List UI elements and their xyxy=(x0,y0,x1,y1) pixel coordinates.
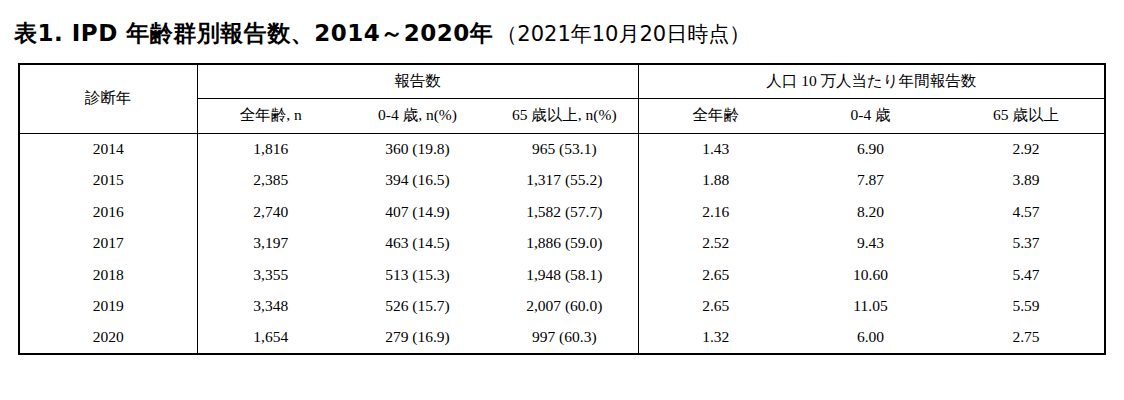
data-cell: 513 (15.3) xyxy=(344,259,491,291)
data-cell: 1.43 xyxy=(638,133,793,165)
table-row-2020: 2020 1,654 279 (16.9) 997 (60.3) 1.32 6.… xyxy=(19,322,1105,354)
data-cell: 3,348 xyxy=(197,291,344,323)
data-cell: 5.37 xyxy=(948,228,1105,260)
subheader-rate-0-4: 0-4 歳 xyxy=(793,98,948,133)
table-row-2015: 2015 2,385 394 (16.5) 1,317 (55.2) 1.88 … xyxy=(19,165,1105,197)
table-row-2019: 2019 3,348 526 (15.7) 2,007 (60.0) 2.65 … xyxy=(19,291,1105,323)
data-cell: 463 (14.5) xyxy=(344,228,491,260)
data-cell: 1,654 xyxy=(197,322,344,354)
data-cell: 279 (16.9) xyxy=(344,322,491,354)
data-cell: 8.20 xyxy=(793,196,948,228)
subheader-rate-65plus: 65 歳以上 xyxy=(948,98,1105,133)
data-cell: 2.65 xyxy=(638,259,793,291)
year-cell: 2015 xyxy=(19,165,197,197)
subheader-age-0-4-n: 0-4 歳, n(%) xyxy=(344,98,491,133)
header-group-reported-cases: 報告数 xyxy=(197,64,638,98)
data-cell: 3.89 xyxy=(948,165,1105,197)
data-cell: 5.47 xyxy=(948,259,1105,291)
data-cell: 1,886 (59.0) xyxy=(491,228,638,260)
table-row-2017: 2017 3,197 463 (14.5) 1,886 (59.0) 2.52 … xyxy=(19,228,1105,260)
data-cell: 6.00 xyxy=(793,322,948,354)
data-cell: 1.32 xyxy=(638,322,793,354)
header-diagnosis-year: 診断年 xyxy=(19,64,197,133)
year-cell: 2016 xyxy=(19,196,197,228)
table-row-2016: 2016 2,740 407 (14.9) 1,582 (57.7) 2.16 … xyxy=(19,196,1105,228)
ipd-report-table: 診断年 報告数 人口 10 万人当たり年間報告数 全年齢, n 0-4 歳, n… xyxy=(18,63,1106,355)
year-cell: 2017 xyxy=(19,228,197,260)
year-cell: 2019 xyxy=(19,291,197,323)
data-cell: 2.52 xyxy=(638,228,793,260)
year-cell: 2020 xyxy=(19,322,197,354)
data-cell: 1,582 (57.7) xyxy=(491,196,638,228)
data-cell: 407 (14.9) xyxy=(344,196,491,228)
data-cell: 2.92 xyxy=(948,133,1105,165)
data-cell: 394 (16.5) xyxy=(344,165,491,197)
year-cell: 2018 xyxy=(19,259,197,291)
data-cell: 11.05 xyxy=(793,291,948,323)
data-cell: 4.57 xyxy=(948,196,1105,228)
table-title: 表1. IPD 年齢群別報告数、2014～2020年（2021年10月20日時点… xyxy=(14,17,750,52)
table-row-2018: 2018 3,355 513 (15.3) 1,948 (58.1) 2.65 … xyxy=(19,259,1105,291)
data-cell: 2.65 xyxy=(638,291,793,323)
table-title-main: 表1. IPD 年齢群別報告数、2014～2020年 xyxy=(14,20,493,46)
data-cell: 360 (19.8) xyxy=(344,133,491,165)
data-cell: 5.59 xyxy=(948,291,1105,323)
data-cell: 3,197 xyxy=(197,228,344,260)
data-cell: 10.60 xyxy=(793,259,948,291)
data-cell: 1,317 (55.2) xyxy=(491,165,638,197)
data-cell: 965 (53.1) xyxy=(491,133,638,165)
header-group-row: 診断年 報告数 人口 10 万人当たり年間報告数 xyxy=(19,64,1105,98)
subheader-all-ages-n: 全年齢, n xyxy=(197,98,344,133)
data-cell: 6.90 xyxy=(793,133,948,165)
table-title-date-note: （2021年10月20日時点） xyxy=(496,22,750,46)
data-cell: 2.75 xyxy=(948,322,1105,354)
report-page: 表1. IPD 年齢群別報告数、2014～2020年（2021年10月20日時点… xyxy=(0,0,1124,400)
header-group-rate-per-100k: 人口 10 万人当たり年間報告数 xyxy=(638,64,1105,98)
data-cell: 9.43 xyxy=(793,228,948,260)
data-cell: 1,948 (58.1) xyxy=(491,259,638,291)
data-cell: 2.16 xyxy=(638,196,793,228)
data-cell: 2,740 xyxy=(197,196,344,228)
year-cell: 2014 xyxy=(19,133,197,165)
data-cell: 1.88 xyxy=(638,165,793,197)
subheader-rate-all-ages: 全年齢 xyxy=(638,98,793,133)
data-cell: 526 (15.7) xyxy=(344,291,491,323)
data-cell: 2,385 xyxy=(197,165,344,197)
data-cell: 2,007 (60.0) xyxy=(491,291,638,323)
data-cell: 997 (60.3) xyxy=(491,322,638,354)
subheader-age-65plus-n: 65 歳以上, n(%) xyxy=(491,98,638,133)
table-row-2014: 2014 1,816 360 (19.8) 965 (53.1) 1.43 6.… xyxy=(19,133,1105,165)
data-cell: 3,355 xyxy=(197,259,344,291)
data-cell: 7.87 xyxy=(793,165,948,197)
data-cell: 1,816 xyxy=(197,133,344,165)
